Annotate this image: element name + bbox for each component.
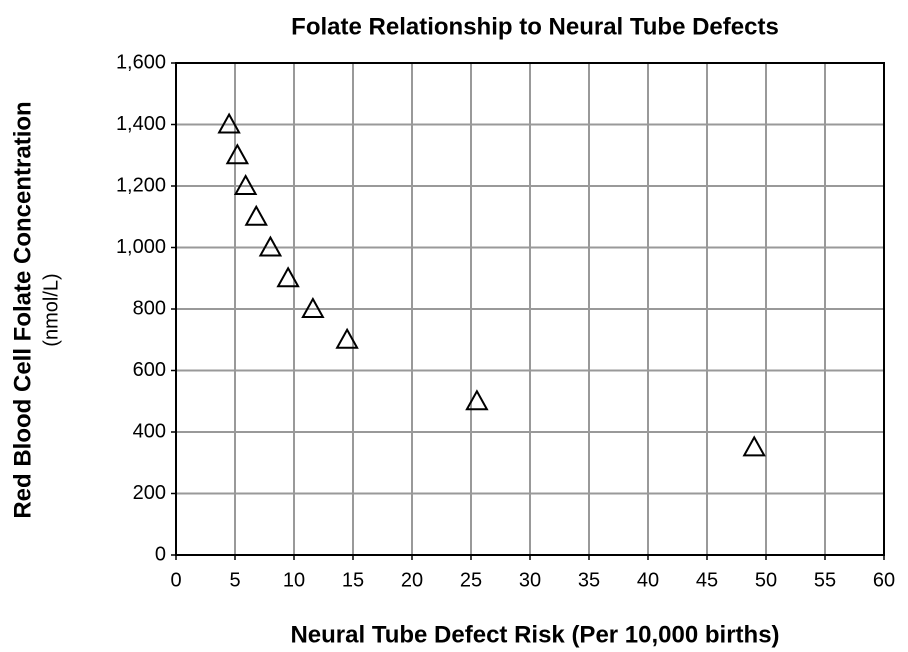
y-axis-unit: (nmol/L)	[40, 273, 62, 346]
y-tick-label: 1,600	[116, 51, 166, 73]
x-tick-label: 55	[814, 569, 836, 591]
x-tick-label: 45	[696, 569, 718, 591]
x-tick-label: 5	[229, 569, 240, 591]
y-tick-label: 800	[133, 297, 166, 319]
y-tick-label: 400	[133, 420, 166, 442]
x-tick-label: 0	[170, 569, 181, 591]
x-tick-label: 20	[401, 569, 423, 591]
marker	[465, 389, 489, 411]
y-tick-label: 1,400	[116, 113, 166, 135]
marker	[258, 235, 283, 257]
marker	[217, 112, 241, 134]
plot-frame	[175, 62, 885, 556]
chart-title: Folate Relationship to Neural Tube Defec…	[291, 13, 779, 40]
y-tick-label: 1,200	[116, 174, 166, 196]
marker	[225, 143, 250, 165]
x-tick-label: 25	[460, 569, 482, 591]
y-tick-label: 0	[155, 543, 166, 565]
y-tick-label: 1,000	[116, 236, 166, 258]
x-tick-label: 10	[283, 569, 305, 591]
y-tick-label: 600	[133, 359, 166, 381]
x-tick-label: 50	[755, 569, 777, 591]
marker	[335, 327, 359, 349]
x-tick-label: 35	[578, 569, 600, 591]
marker	[244, 204, 268, 226]
marker	[276, 266, 300, 288]
marker	[301, 296, 325, 318]
marker	[233, 173, 258, 195]
y-axis-title: Red Blood Cell Folate Concentration	[9, 101, 36, 518]
x-tick-label: 30	[519, 569, 541, 591]
x-tick-label: 15	[342, 569, 364, 591]
y-tick-label: 200	[133, 482, 166, 504]
x-tick-label: 40	[637, 569, 659, 591]
x-tick-label: 60	[873, 569, 895, 591]
marker	[742, 435, 766, 457]
x-axis-title: Neural Tube Defect Risk (Per 10,000 birt…	[290, 621, 779, 648]
